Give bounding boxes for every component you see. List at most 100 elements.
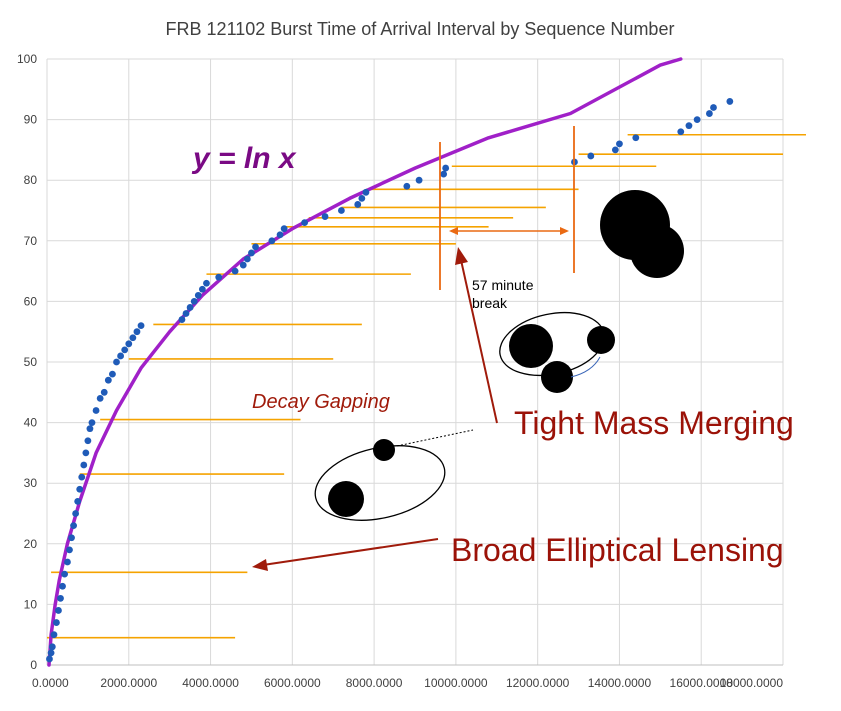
data-point	[80, 461, 88, 469]
data-point	[632, 134, 640, 142]
broad-elliptical-lensing-label: Broad Elliptical Lensing	[451, 532, 784, 568]
data-point	[182, 310, 190, 317]
equation-label: y = ln x	[191, 142, 297, 175]
x-tick-label: 18000.0000	[720, 676, 784, 690]
y-tick-label: 20	[24, 537, 38, 551]
data-point	[403, 182, 411, 190]
y-tick-label: 60	[24, 294, 38, 308]
break-label-line-1: 57 minute	[472, 277, 534, 293]
data-point	[55, 607, 62, 614]
data-point	[178, 316, 186, 323]
data-point	[203, 279, 210, 287]
data-point	[693, 116, 701, 123]
data-point	[109, 370, 116, 378]
x-tick-label: 2000.0000	[100, 676, 157, 690]
decay-gapping-label: Decay Gapping	[252, 391, 390, 413]
data-point	[78, 473, 86, 481]
data-point	[354, 201, 362, 208]
data-point	[587, 152, 595, 160]
data-point	[46, 655, 53, 663]
data-point	[442, 164, 450, 172]
broad-link-line	[396, 429, 474, 447]
y-tick-label: 90	[24, 113, 38, 127]
data-point	[53, 619, 60, 626]
tight-secondary-body	[541, 361, 573, 393]
data-point	[50, 631, 58, 639]
broad-primary-body	[328, 481, 364, 517]
y-tick-label: 70	[24, 234, 38, 248]
data-point	[64, 558, 71, 566]
y-tick-label: 10	[24, 597, 38, 611]
y-tick-label: 80	[24, 173, 38, 187]
merging-body	[630, 224, 684, 278]
data-point	[59, 582, 66, 590]
broad-orbit-ellipse	[314, 445, 446, 521]
x-tick-label: 4000.0000	[182, 676, 239, 690]
data-point	[616, 140, 623, 148]
data-point	[48, 643, 56, 651]
data-point	[440, 170, 448, 178]
x-tick-label: 12000.0000	[506, 676, 570, 690]
tight-mass-merging-label: Tight Mass Merging	[514, 405, 794, 441]
data-point	[100, 388, 108, 396]
data-point	[611, 146, 619, 154]
x-tick-label: 0.0000	[32, 676, 69, 690]
y-tick-label: 100	[17, 52, 37, 66]
data-point	[104, 376, 112, 384]
data-point	[57, 594, 64, 602]
data-point	[61, 570, 68, 578]
data-point	[84, 437, 92, 445]
data-point	[68, 534, 75, 542]
x-tick-label: 16000.0000	[670, 676, 734, 690]
data-point	[96, 394, 104, 402]
broad-orbit-illustration	[314, 429, 474, 521]
data-point	[338, 207, 345, 214]
y-tick-label: 30	[24, 476, 38, 490]
broad-lensing-arrow-line	[262, 538, 439, 566]
y-tick-label: 50	[24, 355, 38, 369]
data-point	[252, 243, 259, 251]
data-point	[243, 255, 251, 263]
chart-title: FRB 121102 Burst Time of Arrival Interva…	[166, 19, 675, 39]
data-point	[121, 346, 129, 354]
data-point	[321, 213, 329, 220]
data-point	[362, 188, 370, 196]
data-point	[677, 128, 685, 136]
data-point	[92, 407, 100, 414]
data-point	[70, 522, 77, 530]
data-point	[113, 358, 120, 366]
tight-mass-arrow-head	[455, 247, 468, 265]
data-point	[125, 340, 133, 348]
x-tick-label: 6000.0000	[264, 676, 321, 690]
merging-bodies-illustration	[600, 190, 684, 278]
data-point	[88, 419, 96, 426]
data-point	[86, 425, 94, 433]
broad-lensing-arrow-head	[252, 559, 268, 571]
broad-secondary-body	[373, 439, 395, 461]
x-tick-label: 10000.0000	[424, 676, 488, 690]
data-point	[198, 285, 206, 293]
y-tick-label: 0	[30, 658, 37, 672]
data-point	[215, 273, 223, 281]
data-point	[239, 261, 247, 269]
break-arrow-right-head	[560, 227, 569, 235]
break-arrow-left-head	[449, 227, 458, 235]
x-tick-label: 14000.0000	[588, 676, 652, 690]
tight-orbit-illustration	[499, 312, 615, 393]
data-point	[133, 328, 141, 336]
x-tick-label: 8000.0000	[346, 676, 403, 690]
data-point	[186, 304, 194, 311]
data-point	[82, 449, 90, 457]
data-point	[231, 267, 239, 275]
data-point	[194, 291, 202, 299]
data-point	[301, 219, 308, 227]
data-point	[276, 231, 284, 239]
data-point	[72, 510, 80, 517]
data-point	[129, 334, 137, 342]
tight-companion-body	[587, 326, 615, 354]
data-point	[726, 98, 734, 105]
data-point	[47, 649, 55, 657]
data-point	[685, 122, 693, 130]
